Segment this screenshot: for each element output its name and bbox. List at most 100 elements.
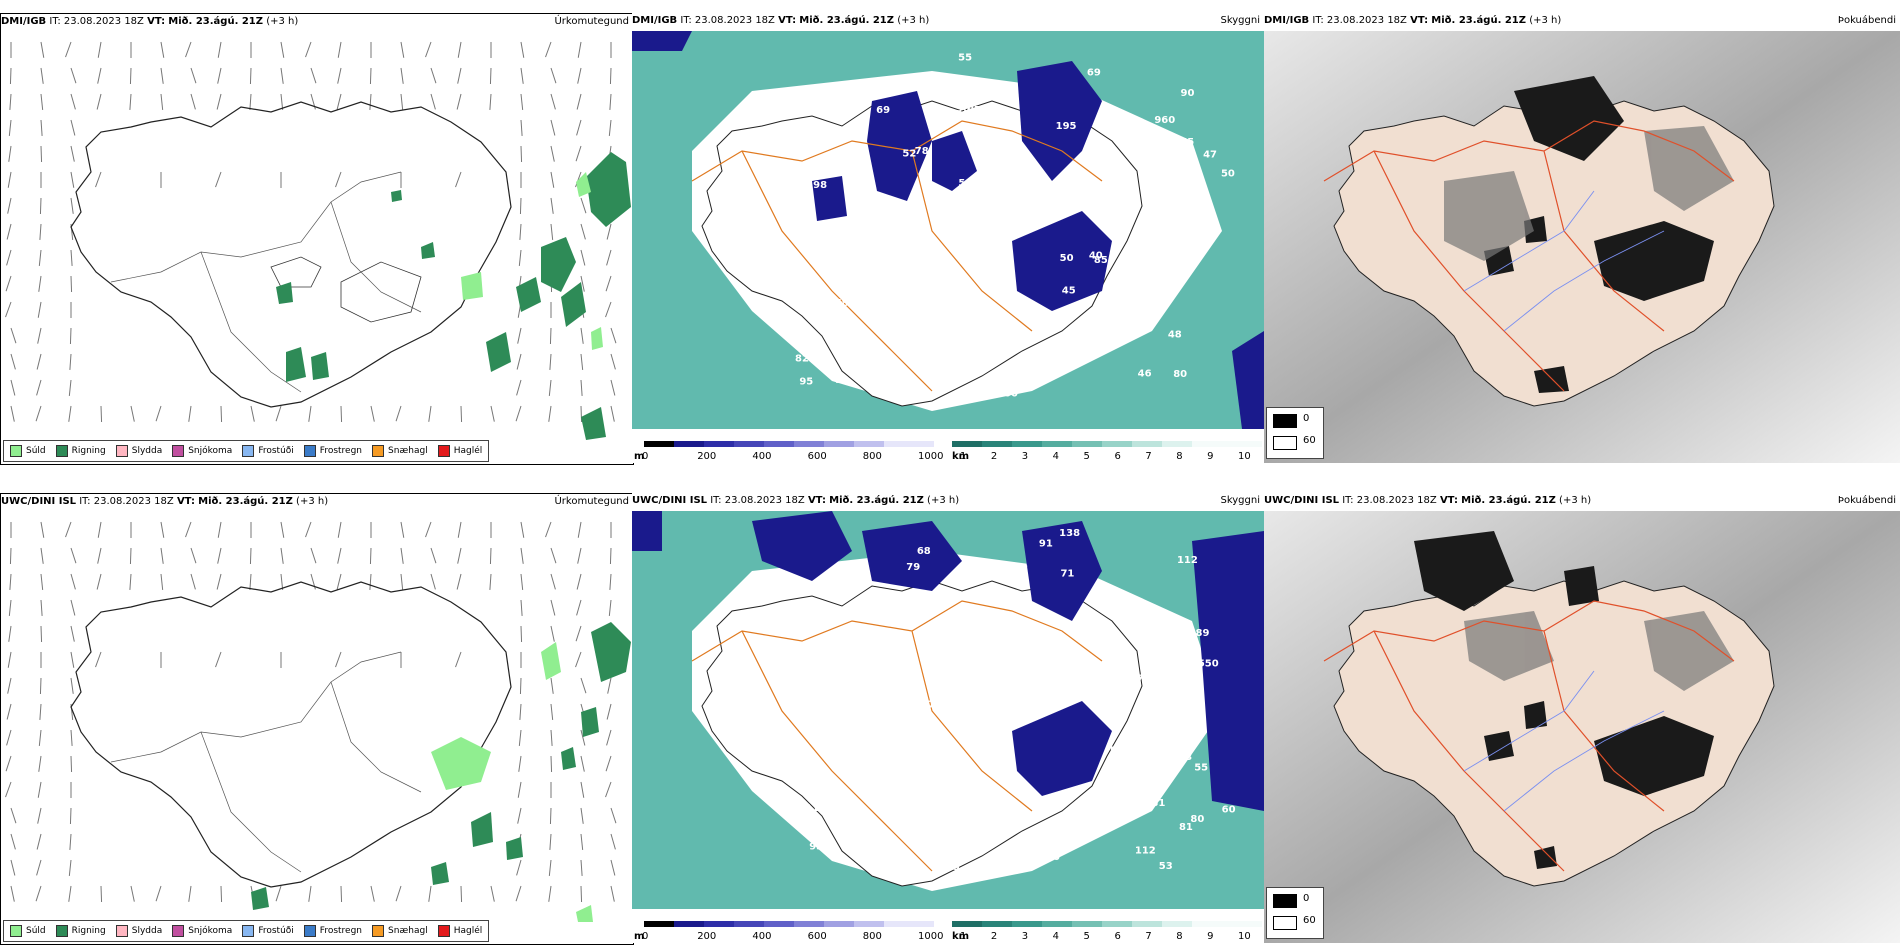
colorbar-tick: 5 [1084,451,1090,461]
wind-barb [577,67,582,84]
cloud-base-value: 47 [1203,150,1217,161]
wind-barb [457,547,462,564]
cloud-base-value: 63 [953,322,967,333]
cloud-base-value: 94 [985,569,999,580]
valid-time-label: VT: [176,496,195,507]
road-network [110,171,422,393]
wind-barb [518,729,522,746]
legend-item: Frostregn [303,925,362,937]
wind-barb [70,171,75,188]
cloud-base-value: 52 [902,149,916,160]
cloud-base-value: 165 [1160,650,1181,661]
wind-barb [428,885,432,902]
init-time: IT: 23.08.2023 18Z [1312,15,1407,26]
wind-barb [9,67,12,85]
low-cloud-areas [632,511,1264,811]
wind-barb [430,547,437,564]
colorbar-tick: 6 [1114,931,1120,941]
cloud-base-map: 81 89 80 71 93 68 165 121 112 104 550 218 102 93 110 78… [632,511,1264,909]
panel-header: DMI/IGB IT: 23.08.2023 18Z VT: Mið. 23.á… [1,14,633,30]
valid-time-label: VT: [1439,495,1458,506]
colorbar-tick: 1000 [918,931,943,941]
lead-time: (+3 h) [296,496,329,507]
wind-barb [609,547,612,565]
wind-barb [400,573,404,590]
cloud-base-panel-dmi: DMI/IGB IT: 23.08.2023 18Z VT: Mið. 23.á… [632,13,1264,463]
wind-barb [40,625,43,643]
wind-barb [39,677,42,695]
lead-time: (+3 h) [1529,15,1562,26]
cloud-base-value: 71 [1011,626,1025,637]
cloud-base-value: 40 [1089,251,1103,262]
valid-time: Mið. 23.ágú. 21Z [829,495,924,506]
wind-barb [610,379,616,396]
wind-barb [155,405,162,422]
wind-barb [39,197,42,215]
cloud-base-value: 61 [995,721,1009,732]
wind-barb [130,405,135,422]
wind-barb [580,405,583,423]
wind-barb [220,405,223,423]
cloud-base-value: 195 [1056,121,1077,132]
fog-map [1264,31,1900,463]
panel-header: DMI/IGB IT: 23.08.2023 18Z VT: Mið. 23.á… [632,13,1264,29]
wind-barb [520,41,525,58]
panel-header: UWC/DINI ISL IT: 23.08.2023 18Z VT: Mið.… [632,493,1264,509]
legend-swatch [242,445,255,457]
wind-barb [38,249,42,266]
wind-barb [606,729,612,746]
cloud-base-value: 50 [1060,253,1074,264]
wind-barb [369,67,372,85]
cloud-base-value: 90 [956,104,970,115]
wind-barb [97,67,102,84]
wind-barb [280,93,284,110]
valid-time: Mið. 23.ágú. 21Z [1431,15,1527,26]
wind-barb [5,301,12,318]
wind-barb [606,249,612,266]
colorbar-unit: km [952,931,969,941]
wind-barb [577,521,582,538]
legend-swatch [303,925,316,937]
cloud-base-value: 46 [1138,369,1152,380]
wind-barb [280,521,285,538]
wind-barb [275,885,282,902]
wind-barb [215,651,222,668]
colorbar-tick: 0 [642,451,648,461]
wind-barb [305,521,312,538]
cloud-base-value: 81 [1179,822,1193,833]
cloud-base-value: 32 [855,162,869,173]
wind-barb [550,223,554,240]
cloud-base-value: 91 [1039,539,1053,550]
wind-barb [515,405,522,422]
wind-barb [490,885,495,902]
wind-barb [129,93,132,110]
wind-barb [217,547,222,564]
wind-barb [308,885,312,902]
wind-barb [40,521,45,538]
wind-barb [6,223,12,240]
wind-barb [280,67,284,84]
wind-barb [337,521,342,538]
wind-barb [37,807,42,824]
wind-barb [519,197,522,215]
wind-barb [216,573,222,590]
fog-legend: 0 60 [1266,887,1324,939]
wind-barb [520,573,524,590]
colorbar-tick: 9 [1207,931,1213,941]
iceland-coastline [70,101,512,408]
cloud-base-colorbar [644,921,934,927]
fog-gray-areas [1444,126,1734,261]
fog-legend: 0 60 [1266,407,1324,459]
wind-barb [517,807,522,824]
wind-barb [100,885,103,903]
visibility-colorbar [952,921,1262,927]
wind-barb [335,171,342,188]
wind-barb [7,197,12,214]
wind-barb [9,93,12,110]
wind-barb [7,171,12,188]
cloud-base-value: 90 [1181,88,1195,99]
wind-barb [190,67,197,84]
cloud-base-value: 112 [1177,555,1198,566]
legend-swatch [55,925,68,937]
wind-barb [36,833,42,850]
